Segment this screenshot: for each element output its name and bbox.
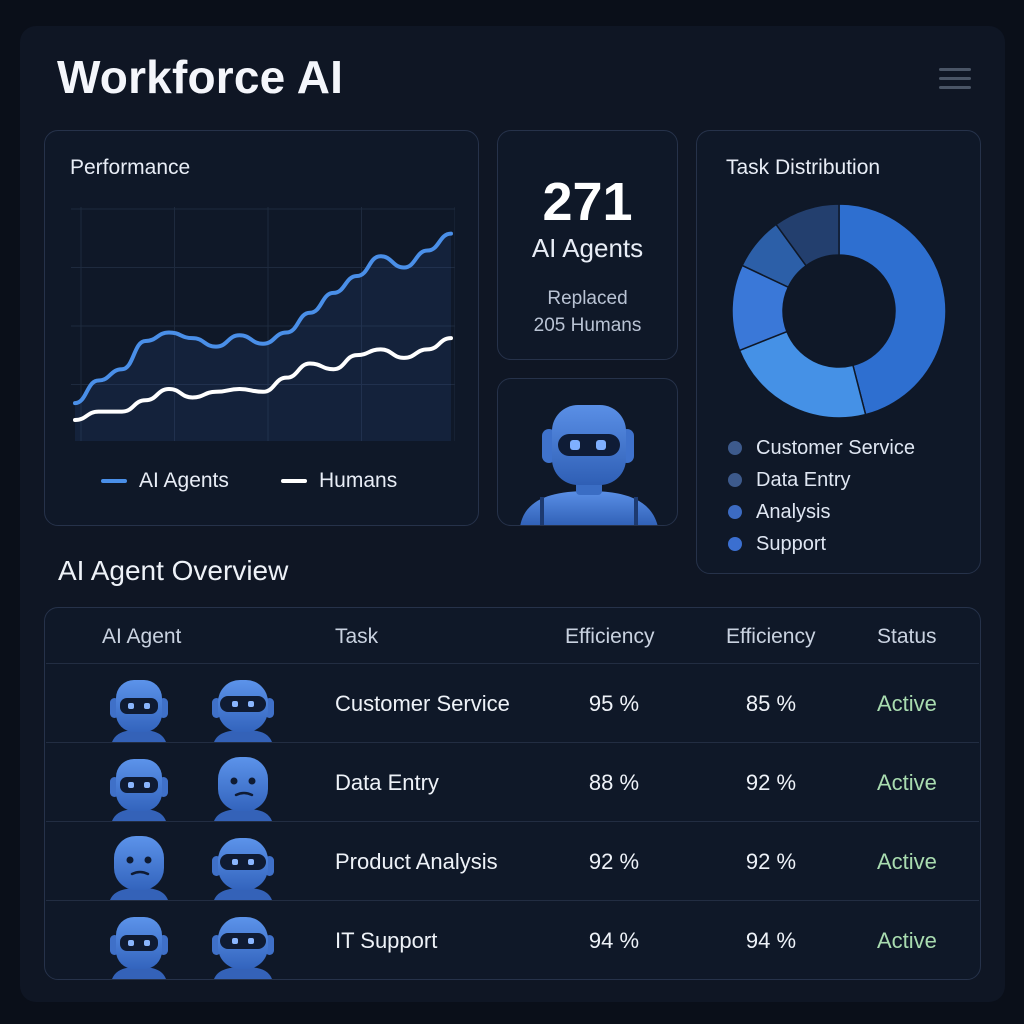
cell-efficiency-2: 92 % <box>745 770 797 795</box>
table-row[interactable]: Data Entry 88 % 92 % Active <box>46 742 979 821</box>
cell-status: Active <box>877 691 937 716</box>
cell-efficiency-2: 85 % <box>745 691 797 716</box>
donut-slice-data-entry[interactable] <box>738 330 867 419</box>
legend-item-support: Support <box>728 528 915 560</box>
robot-avatar-icon <box>212 755 274 821</box>
header-status[interactable]: Status <box>877 625 937 648</box>
cell-efficiency-1: 92 % <box>588 849 640 874</box>
robot-avatar-icon <box>212 917 274 979</box>
series-line-ai-agents <box>73 231 453 406</box>
legend-label-support: Support <box>756 532 827 555</box>
robot-avatar-icon <box>108 834 170 900</box>
robot-avatar-icon <box>110 917 168 979</box>
stat-sub-line2: 205 Humans <box>533 315 642 336</box>
legend-item-customer-service: Customer Service <box>728 432 915 464</box>
robot-avatar-icon <box>212 838 274 900</box>
stat-sub-line1: Replaced <box>547 288 628 309</box>
table-row[interactable]: IT Support 94 % 94 % Active <box>46 900 979 979</box>
robot-icon <box>520 405 658 525</box>
cell-efficiency-1: 95 % <box>588 691 640 716</box>
performance-title: Performance <box>70 156 191 179</box>
legend-swatch-humans <box>281 479 307 483</box>
legend-dot-customer-service <box>728 441 742 455</box>
donut-slice-other[interactable] <box>775 203 840 267</box>
cell-efficiency-1: 94 % <box>588 928 640 953</box>
cell-status: Active <box>877 770 937 795</box>
task-distribution-card: Task Distribution <box>696 130 981 574</box>
header-task[interactable]: Task <box>335 625 379 648</box>
cell-status: Active <box>877 849 937 874</box>
legend-dot-data-entry <box>728 473 742 487</box>
header-efficiency-2[interactable]: Efficiency <box>726 625 816 648</box>
series-line-humans <box>73 336 453 423</box>
menu-icon[interactable] <box>936 64 974 94</box>
cell-task: IT Support <box>335 928 438 953</box>
header-efficiency-1[interactable]: Efficiency <box>565 625 655 648</box>
legend-swatch-ai-agents <box>101 479 127 483</box>
legend-label-customer-service: Customer Service <box>756 436 915 459</box>
stat-label: AI Agents <box>531 233 644 263</box>
stat-subtext: Replaced 205 Humans <box>498 285 677 339</box>
cell-task: Product Analysis <box>335 849 498 874</box>
robot-avatar-icon <box>110 680 168 742</box>
table-row[interactable]: Product Analysis 92 % 92 % Active <box>46 821 979 900</box>
legend-item-humans: Humans <box>281 469 397 493</box>
header-ai-agent[interactable]: AI Agent <box>102 625 182 648</box>
cell-status: Active <box>877 928 937 953</box>
stat-card: 271 AI Agents Replaced 205 Humans <box>497 130 678 360</box>
robot-avatar-icon <box>212 680 274 742</box>
robot-avatar-icon <box>110 759 168 821</box>
cell-task: Customer Service <box>335 691 510 716</box>
legend-label-analysis: Analysis <box>756 500 831 523</box>
performance-card: Performance AI Agents Humans <box>44 130 479 526</box>
legend-item-data-entry: Data Entry <box>728 464 915 496</box>
overview-table <box>44 607 981 980</box>
donut-slice-customer-service[interactable] <box>838 203 947 416</box>
task-distribution-title: Task Distribution <box>726 156 881 179</box>
legend-item-analysis: Analysis <box>728 496 915 528</box>
table-row[interactable]: Customer Service 95 % 85 % Active <box>46 663 979 742</box>
cell-efficiency-2: 92 % <box>745 849 797 874</box>
robot-card <box>497 378 678 526</box>
legend-dot-analysis <box>728 505 742 519</box>
legend-label-ai-agents: AI Agents <box>139 469 229 492</box>
performance-chart <box>71 207 455 441</box>
legend-item-ai-agents: AI Agents <box>101 469 229 493</box>
cell-efficiency-2: 94 % <box>745 928 797 953</box>
cell-efficiency-1: 88 % <box>588 770 640 795</box>
stat-number: 271 <box>542 172 633 232</box>
legend-label-data-entry: Data Entry <box>756 468 851 491</box>
legend-dot-support <box>728 537 742 551</box>
cell-task: Data Entry <box>335 770 439 795</box>
legend-label-humans: Humans <box>319 469 398 492</box>
task-distribution-donut <box>731 203 947 419</box>
overview-title: AI Agent Overview <box>58 555 289 586</box>
app-title: Workforce AI <box>57 51 344 103</box>
task-distribution-legend: Customer Service Data Entry Analysis Sup… <box>728 432 915 560</box>
